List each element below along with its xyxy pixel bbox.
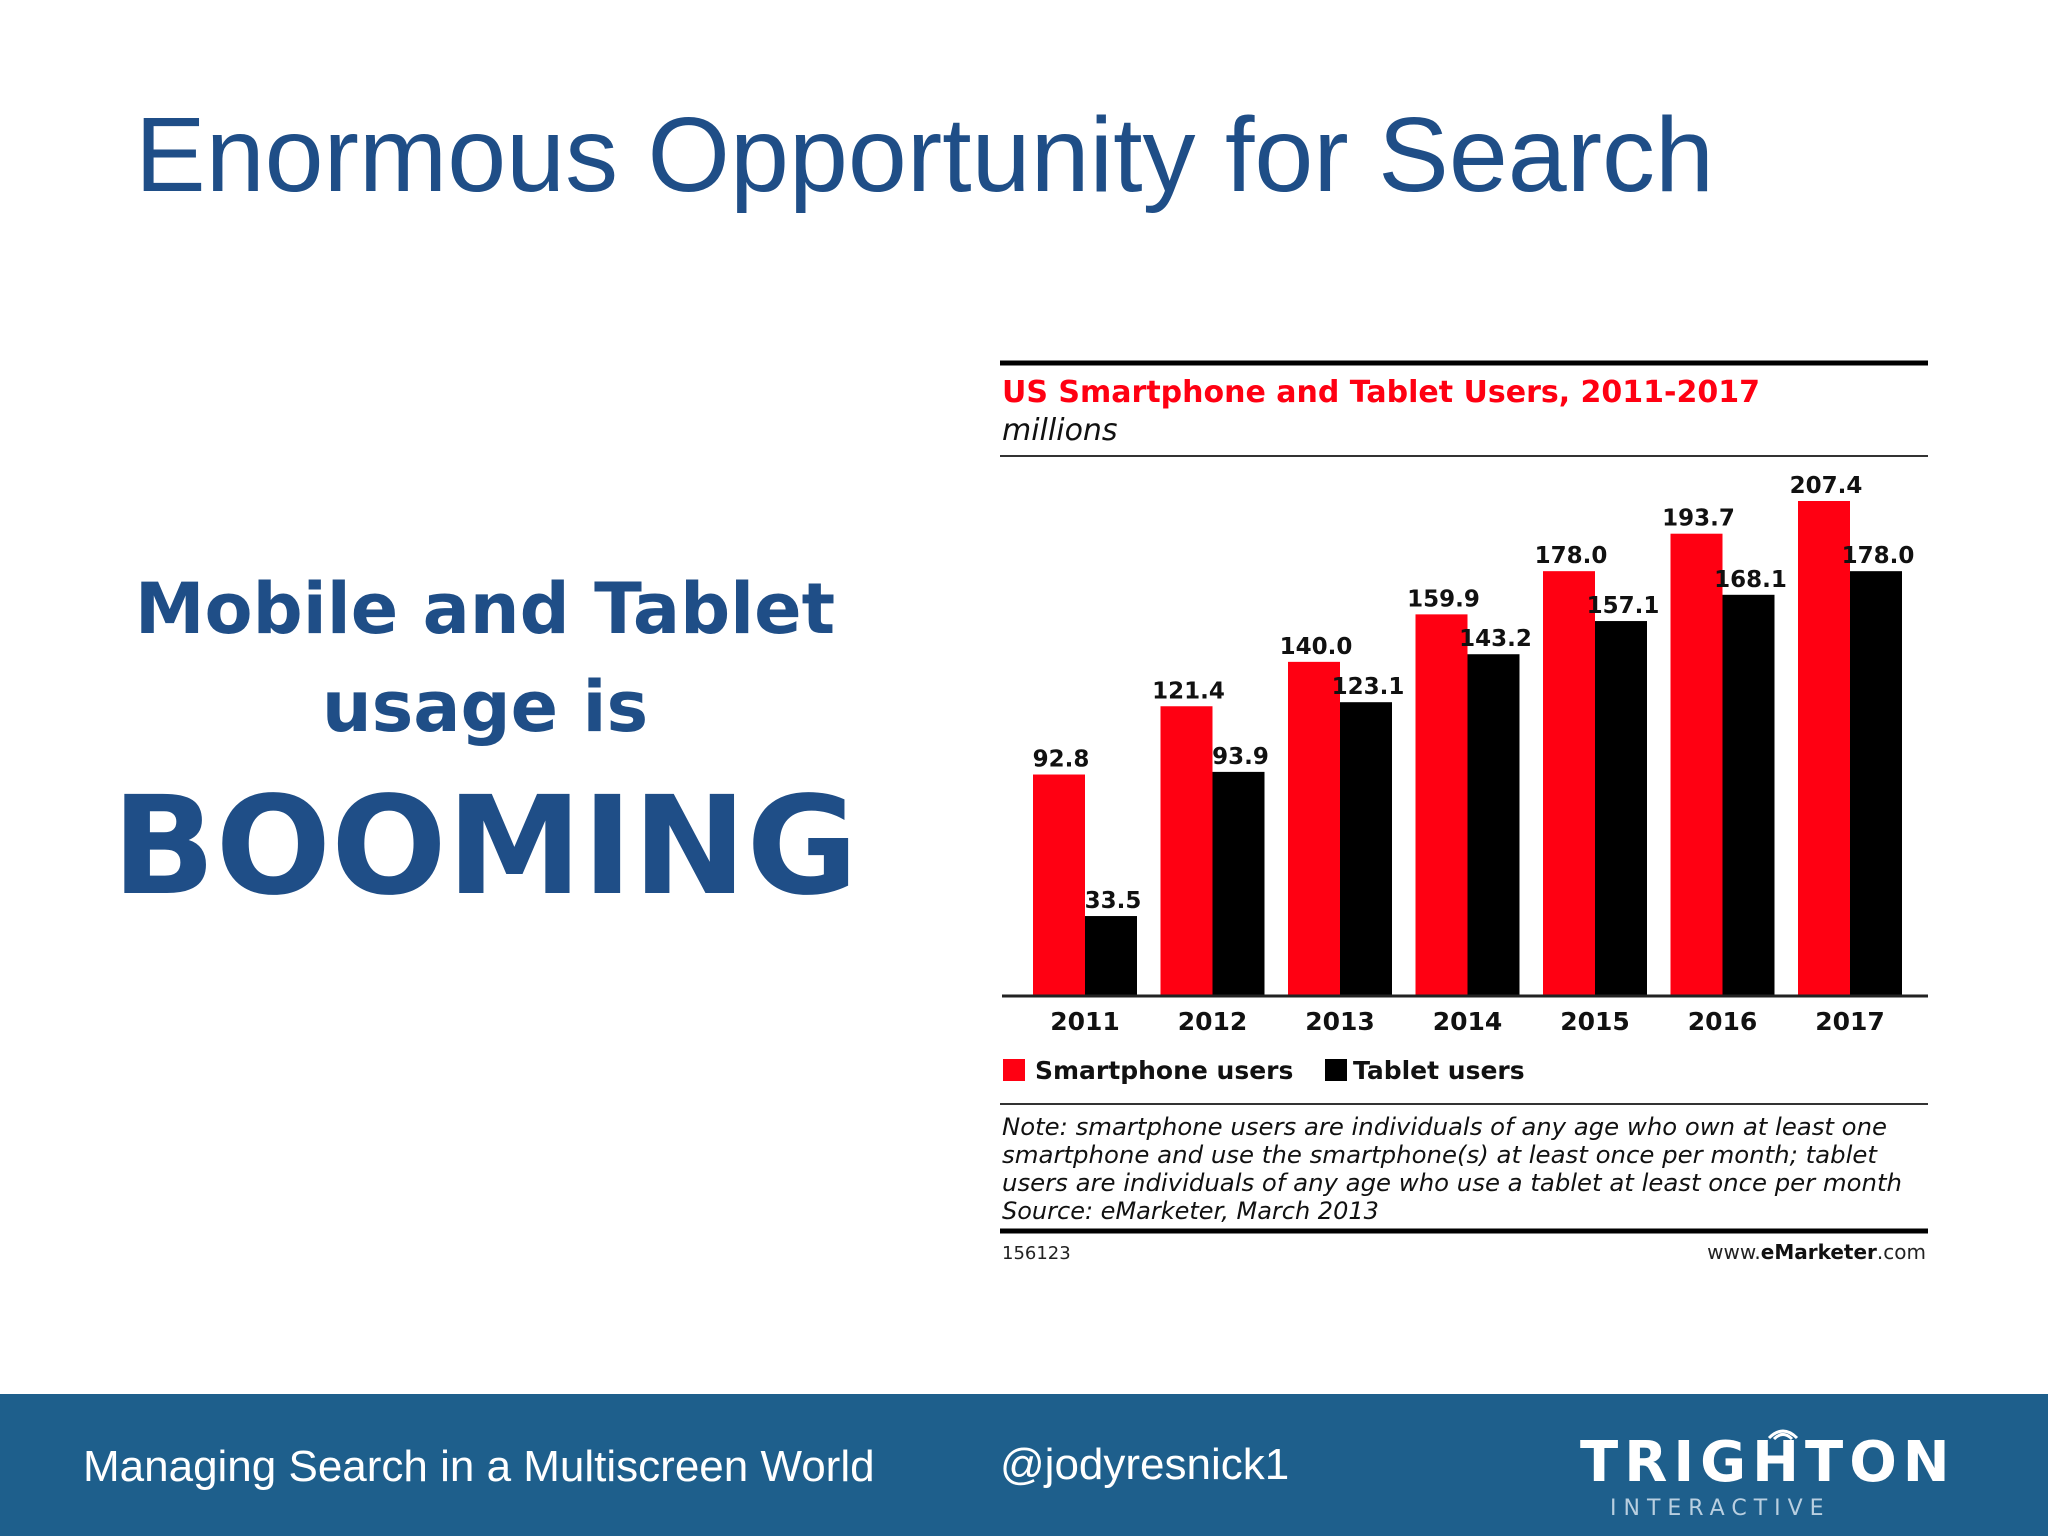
source-site: www.eMarketer.com — [1707, 1240, 1926, 1264]
bar-tablet-users-2015 — [1595, 621, 1647, 996]
note-source: Source: eMarketer, March 2013 — [1002, 1197, 1379, 1225]
legend-swatch-tablet — [1325, 1059, 1347, 1081]
value-label-smartphone-users-2013: 140.0 — [1280, 634, 1353, 660]
value-label-tablet-users-2016: 168.1 — [1714, 567, 1787, 593]
x-tick-label-2015: 2015 — [1560, 1007, 1630, 1036]
chart-title: US Smartphone and Tablet Users, 2011-201… — [1002, 375, 1760, 410]
logo-subtitle: INTERACTIVE — [1610, 1496, 1831, 1521]
value-label-smartphone-users-2015: 178.0 — [1535, 543, 1608, 569]
bar-tablet-users-2011 — [1085, 916, 1137, 996]
logo-wordmark: TRIGHTON — [1580, 1430, 1956, 1495]
value-label-smartphone-users-2011: 92.8 — [1033, 747, 1090, 773]
signal-icon — [1767, 1429, 1799, 1440]
bar-tablet-users-2012 — [1212, 771, 1265, 996]
source-site-prefix: www. — [1707, 1240, 1761, 1264]
footer-bar: Managing Search in a Multiscreen World @… — [0, 1394, 2048, 1536]
value-label-tablet-users-2012: 93.9 — [1212, 744, 1269, 770]
x-tick-label-2014: 2014 — [1433, 1007, 1503, 1036]
trighton-logo: TRIGHTON INTERACTIVE — [1580, 1418, 1950, 1528]
legend-label-smartphone: Smartphone users — [1035, 1056, 1293, 1085]
headline-block: Mobile and Tablet usage is BOOMING — [100, 560, 870, 932]
value-label-smartphone-users-2012: 121.4 — [1152, 678, 1225, 704]
chart-subtitle: millions — [1002, 413, 1118, 448]
bar-smartphone-users-2015 — [1543, 571, 1595, 996]
note-line-1: Note: smartphone users are individuals o… — [1002, 1113, 1887, 1141]
value-label-tablet-users-2014: 143.2 — [1459, 626, 1532, 652]
bar-tablet-users-2016 — [1722, 594, 1775, 996]
chart-id: 156123 — [1002, 1243, 1071, 1264]
value-label-smartphone-users-2014: 159.9 — [1407, 586, 1480, 612]
source-site-suffix: .com — [1877, 1240, 1926, 1264]
x-tick-label-2011: 2011 — [1050, 1007, 1120, 1036]
legend-label-tablet: Tablet users — [1353, 1056, 1525, 1085]
value-labels-group: 92.8 33.5 121.4 93.9 140.0 123.1 159.9 143.2 178… — [1033, 473, 1915, 914]
headline-line-2: usage is — [321, 666, 649, 748]
bar-tablet-users-2017 — [1850, 571, 1902, 996]
footer-presentation-title: Managing Search in a Multiscreen World — [83, 1442, 875, 1491]
x-tick-label-2017: 2017 — [1815, 1007, 1885, 1036]
note-line-3: users are individuals of any age who use… — [1002, 1169, 1902, 1197]
footer-twitter-handle: @jodyresnick1 — [1000, 1440, 1290, 1489]
slide-title: Enormous Opportunity for Search — [135, 96, 1714, 214]
value-label-smartphone-users-2017: 207.4 — [1790, 473, 1863, 499]
bar-smartphone-users-2013 — [1288, 661, 1340, 996]
value-label-smartphone-users-2016: 193.7 — [1662, 506, 1735, 532]
legend-swatch-smartphone — [1003, 1059, 1025, 1081]
bar-smartphone-users-2011 — [1033, 774, 1085, 996]
headline-line-1: Mobile and Tablet — [134, 568, 836, 650]
source-site-brand: eMarketer — [1761, 1240, 1877, 1264]
x-tick-label-2013: 2013 — [1305, 1007, 1375, 1036]
headline-booming: BOOMING — [111, 768, 859, 926]
bars-group — [1033, 501, 1902, 996]
bar-smartphone-users-2012 — [1160, 706, 1213, 996]
bar-smartphone-users-2016 — [1670, 533, 1723, 996]
bar-smartphone-users-2014 — [1415, 614, 1468, 996]
bar-smartphone-users-2017 — [1798, 501, 1850, 996]
bar-tablet-users-2013 — [1340, 702, 1392, 996]
bar-tablet-users-2014 — [1467, 654, 1520, 996]
bar-chart: US Smartphone and Tablet Users, 2011-201… — [1000, 360, 1928, 1264]
value-label-tablet-users-2011: 33.5 — [1085, 888, 1142, 914]
value-label-tablet-users-2015: 157.1 — [1587, 593, 1660, 619]
x-tick-labels-group: 2011 2012 2013 2014 2015 2016 2017 — [1050, 1007, 1885, 1036]
value-label-tablet-users-2013: 123.1 — [1332, 674, 1405, 700]
x-tick-label-2012: 2012 — [1178, 1007, 1248, 1036]
value-label-tablet-users-2017: 178.0 — [1842, 543, 1915, 569]
note-line-2: smartphone and use the smartphone(s) at … — [1002, 1141, 1879, 1169]
x-tick-label-2016: 2016 — [1688, 1007, 1758, 1036]
